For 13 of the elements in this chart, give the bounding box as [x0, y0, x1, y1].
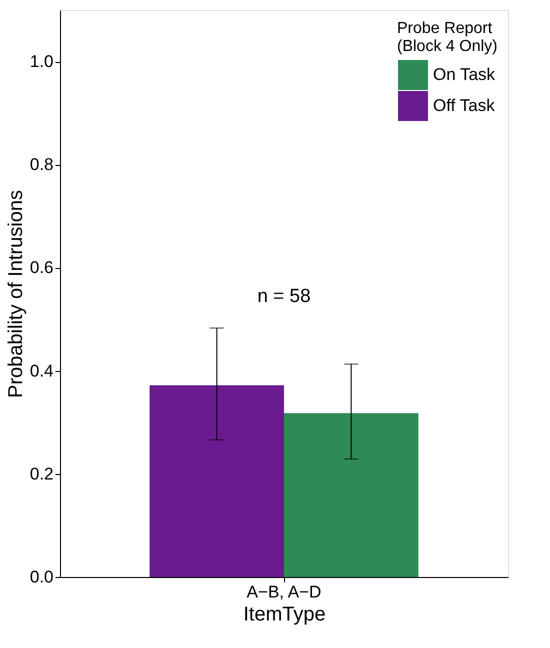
y-tick-label: 0.0 — [30, 568, 54, 586]
x-axis-title: ItemType — [243, 604, 326, 626]
x-tick-label: A−B, A−D — [246, 582, 322, 602]
legend-label: Off Task — [433, 96, 496, 115]
legend-label: On Task — [433, 65, 496, 84]
y-tick-label: 1.0 — [30, 52, 54, 72]
legend-title: Probe Report (Block 4 Only) — [397, 20, 498, 55]
y-tick-label: 0.6 — [30, 258, 54, 278]
y-tick-label: 0.8 — [30, 155, 54, 174]
annotation: n = 58 — [257, 286, 311, 307]
y-axis-title: Probability of Intrusions — [4, 190, 27, 398]
y-tick-label: 0.4 — [30, 361, 54, 380]
y-tick-label: 0.2 — [30, 464, 54, 484]
